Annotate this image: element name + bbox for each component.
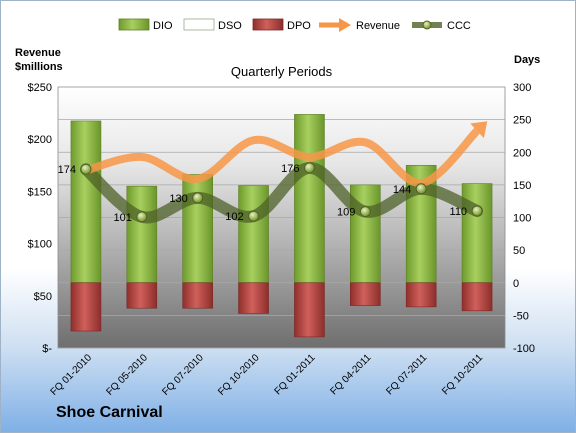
right-tick-label: -100 [513, 343, 535, 355]
dpo-bar [70, 282, 102, 332]
right-tick-label: 250 [513, 115, 531, 127]
left-tick-label: $100 [28, 239, 52, 251]
legend-label-dso: DSO [218, 20, 242, 32]
dpo-bar [405, 282, 437, 308]
left-axis-title-line1: Revenue [15, 47, 61, 59]
chart-title: Quarterly Periods [231, 64, 333, 79]
ccc-point [303, 162, 315, 174]
dio-bar [238, 185, 269, 284]
legend-arrowhead-revenue [339, 18, 351, 32]
dpo-bar [461, 282, 493, 312]
dio-bar [70, 120, 102, 284]
ccc-data-label: 174 [58, 164, 76, 176]
ccc-point [415, 183, 427, 195]
x-tick-label: FQ 05-2010 [104, 352, 150, 398]
x-tick-label: FQ 01-2010 [49, 352, 95, 398]
ccc-point [136, 211, 148, 223]
ccc-line [79, 161, 484, 224]
legend-label-ccc: CCC [447, 20, 471, 32]
legend-swatch-dpo [252, 18, 284, 31]
legend-label-dio: DIO [153, 20, 173, 32]
ccc-point [248, 210, 260, 222]
right-tick-label: 100 [513, 213, 531, 225]
right-tick-label: 200 [513, 147, 531, 159]
left-tick-label: $200 [28, 134, 52, 146]
left-axis-title-line2: $millions [15, 61, 63, 73]
dio-bar [126, 185, 158, 284]
ccc-point [359, 206, 371, 218]
right-axis-title: Days [514, 54, 540, 66]
x-tick-label: FQ 10-2011 [440, 352, 485, 397]
dpo-bar [350, 282, 381, 306]
left-tick-label: $150 [28, 186, 52, 198]
legend-marker-ccc [422, 20, 432, 30]
legend-label-revenue: Revenue [356, 20, 400, 32]
dpo-bar [182, 282, 213, 309]
ccc-data-label: 130 [169, 193, 187, 205]
right-tick-label: 300 [513, 82, 531, 94]
ccc-data-label: 176 [281, 163, 299, 175]
left-tick-label: $250 [28, 82, 52, 94]
dio-bar [294, 114, 325, 284]
legend-label-dpo: DPO [287, 20, 311, 32]
ccc-point [471, 205, 483, 217]
legend-swatch-dio [118, 18, 150, 31]
dpo-bar [294, 282, 325, 338]
x-tick-label: FQ 01-2011 [273, 352, 318, 397]
ccc-data-label: 110 [450, 206, 468, 218]
right-tick-label: -50 [513, 310, 529, 322]
dpo-bar [238, 282, 269, 314]
x-tick-label: FQ 07-2011 [384, 352, 429, 397]
right-tick-label: 150 [513, 180, 531, 192]
dpo-bar [126, 282, 158, 309]
left-tick-label: $50 [34, 291, 52, 303]
ccc-point [192, 192, 204, 204]
dio-bar [182, 174, 213, 284]
ccc-point [80, 163, 92, 175]
ccc-data-label: 101 [113, 212, 131, 224]
ccc-data-label: 144 [393, 184, 411, 196]
x-tick-label: FQ 04-2011 [328, 352, 373, 397]
revenue-line [84, 127, 480, 188]
revenue-arrowhead [470, 121, 488, 139]
ccc-data-label: 102 [225, 211, 243, 223]
right-tick-label: 0 [513, 278, 519, 290]
left-tick-label: $- [42, 343, 52, 355]
right-tick-label: 50 [513, 245, 525, 257]
x-tick-label: FQ 10-2010 [216, 352, 262, 398]
legend-swatch-dso [183, 18, 215, 31]
dio-bar [461, 183, 493, 284]
ccc-data-label: 109 [337, 207, 355, 219]
x-tick-label: FQ 07-2010 [160, 352, 206, 398]
company-name: Shoe Carnival [56, 404, 163, 421]
